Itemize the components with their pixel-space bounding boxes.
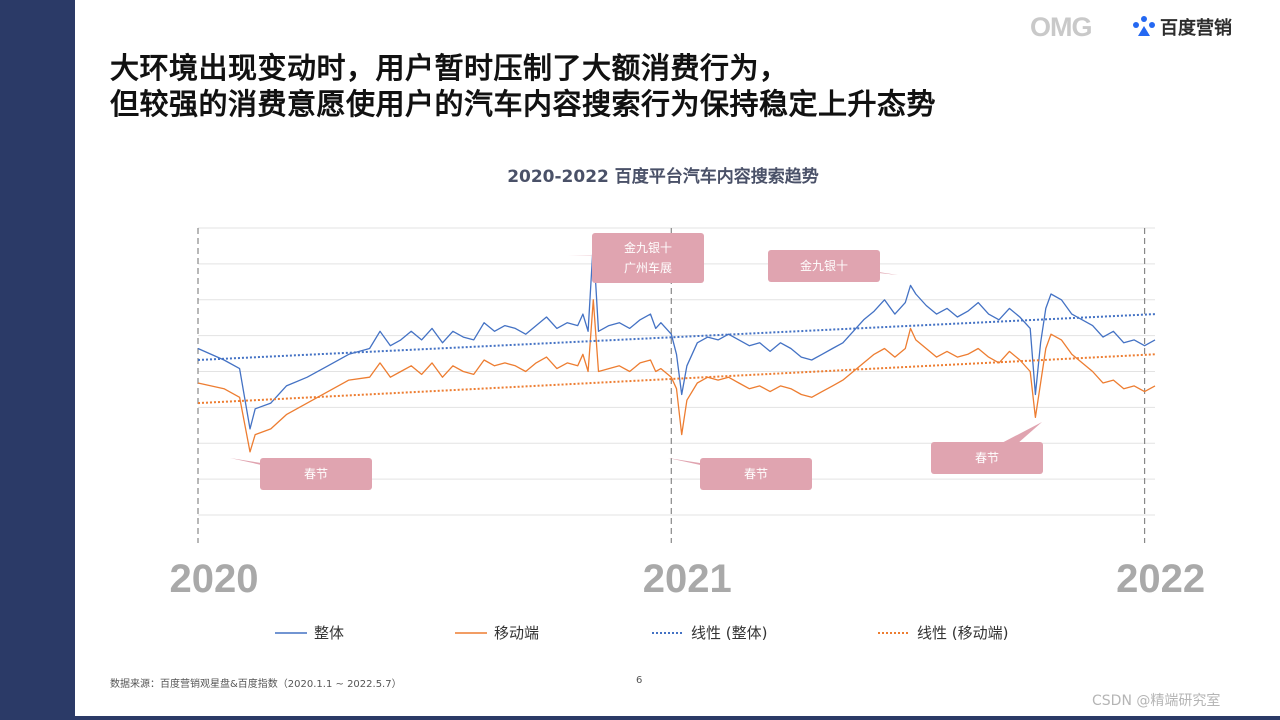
year-label: 2022 — [1116, 557, 1205, 601]
year-label: 2021 — [643, 557, 732, 601]
page-number: 6 — [636, 675, 643, 686]
legend-label: 线性 (整体) — [691, 624, 767, 642]
callout-box — [768, 250, 880, 282]
baidu-marketing-logo-text: 百度营销 — [1160, 18, 1232, 39]
series-line — [197, 241, 1156, 430]
left-sidebar-band — [0, 0, 75, 720]
year-labels: 2020 2021 2022 — [170, 557, 1206, 601]
bottom-band — [75, 716, 1280, 720]
callout-label-line: 春节 — [744, 467, 768, 481]
omg-logo: OMG — [1030, 12, 1092, 42]
callout-label-line: 春节 — [304, 467, 328, 481]
baidu-marketing-logo: 百度营销 — [1132, 14, 1232, 40]
watermark: CSDN @精端研究室 — [1092, 693, 1221, 709]
callout-label-line: 春节 — [975, 451, 999, 465]
callout-label-line: 金九银十 — [624, 240, 672, 255]
callout-box — [700, 458, 812, 490]
series-line — [197, 353, 1156, 405]
callout-box — [592, 233, 704, 283]
callout-label: 春节 — [744, 467, 768, 481]
chart-series — [197, 241, 1156, 453]
legend-label: 线性 (移动端) — [917, 624, 1008, 642]
baidu-marketing-logo-icon — [1133, 16, 1155, 36]
series-line — [197, 299, 1156, 453]
chart-legend: 整体 移动端 线性 (整体) 线性 (移动端) — [275, 624, 1008, 642]
slide-headline: 大环境出现变动时，用户暂时压制了大额消费行为， 但较强的消费意愿使用户的汽车内容… — [110, 50, 936, 122]
legend-label: 移动端 — [494, 624, 539, 642]
callout-label: 金九银十广州车展 — [624, 240, 672, 275]
headline-line-2: 但较强的消费意愿使用户的汽车内容搜索行为保持稳定上升态势 — [110, 87, 937, 121]
data-source-note: 数据来源：百度营销观星盘&百度指数（2020.1.1 ~ 2022.5.7） — [110, 679, 402, 690]
callout-label: 春节 — [975, 451, 999, 465]
chart-title: 2020-2022 百度平台汽车内容搜索趋势 — [507, 167, 819, 187]
headline-line-1: 大环境出现变动时，用户暂时压制了大额消费行为， — [110, 51, 789, 85]
legend-label: 整体 — [314, 624, 344, 642]
callout-label-line: 广州车展 — [624, 260, 672, 275]
callout-box — [260, 458, 372, 490]
callout-box — [931, 442, 1043, 474]
year-label: 2020 — [170, 557, 259, 601]
callout-label-line: 金九银十 — [800, 258, 848, 273]
callout-label: 金九银十 — [800, 258, 848, 273]
callout-label: 春节 — [304, 467, 328, 481]
